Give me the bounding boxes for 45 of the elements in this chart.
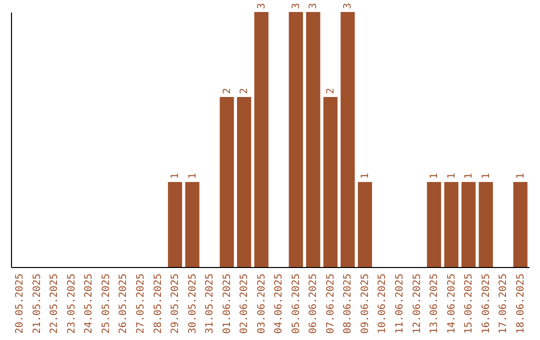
x-tick-label: 30.05.2025 xyxy=(187,274,198,334)
x-tick-label: 21.05.2025 xyxy=(32,274,43,334)
data-label: 2 xyxy=(222,88,233,94)
x-tick-label: 18.06.2025 xyxy=(515,274,526,334)
x-tick-label: 15.06.2025 xyxy=(464,274,475,334)
x-tick-label: 17.06.2025 xyxy=(498,274,510,334)
x-tick-label: 14.06.2025 xyxy=(446,274,458,334)
data-label: 3 xyxy=(256,2,268,9)
x-tick-label: 12.06.2025 xyxy=(412,274,423,334)
data-label: 1 xyxy=(187,172,198,179)
x-tick-label: 11.06.2025 xyxy=(394,274,406,334)
x-tick-label: 06.06.2025 xyxy=(308,274,320,334)
x-tick-label: 26.05.2025 xyxy=(118,274,130,334)
x-tick-label: 23.05.2025 xyxy=(66,274,78,334)
data-label: 2 xyxy=(325,88,336,94)
data-label: 3 xyxy=(342,2,354,9)
x-tick-label: 10.06.2025 xyxy=(377,274,388,334)
data-label: 1 xyxy=(429,172,440,179)
x-tick-label: 24.05.2025 xyxy=(84,274,95,334)
data-label: 1 xyxy=(446,172,458,179)
x-tick-label: 13.06.2025 xyxy=(429,274,440,334)
x-tick-label: 25.05.2025 xyxy=(100,274,112,334)
x-tick-label: 03.06.2025 xyxy=(256,274,268,334)
data-label: 1 xyxy=(480,172,492,179)
x-tick-label: 02.06.2025 xyxy=(239,274,250,334)
data-label: 1 xyxy=(515,172,526,179)
data-label: 3 xyxy=(308,2,320,9)
x-tick-label: 08.06.2025 xyxy=(342,274,354,334)
data-label: 1 xyxy=(360,172,371,179)
x-tick-label: 09.06.2025 xyxy=(360,274,371,334)
x-tick-label: 07.06.2025 xyxy=(325,274,336,334)
data-label: 2 xyxy=(239,88,250,94)
data-label: 3 xyxy=(290,2,302,9)
x-tick-label: 29.05.2025 xyxy=(170,274,182,334)
x-tick-label: 22.05.2025 xyxy=(49,274,60,334)
x-tick-label: 28.05.2025 xyxy=(152,274,164,334)
x-tick-label: 04.06.2025 xyxy=(274,274,285,334)
x-tick-label: 20.05.2025 xyxy=(14,274,26,334)
data-label: 1 xyxy=(170,172,182,179)
x-tick-label: 27.05.2025 xyxy=(136,274,146,334)
data-label: 1 xyxy=(464,172,475,179)
x-tick-label: 16.06.2025 xyxy=(480,274,492,334)
x-tick-label: 01.06.2025 xyxy=(222,274,233,334)
x-tick-label: 31.05.2025 xyxy=(204,274,216,334)
x-tick-label: 05.06.2025 xyxy=(290,274,302,334)
